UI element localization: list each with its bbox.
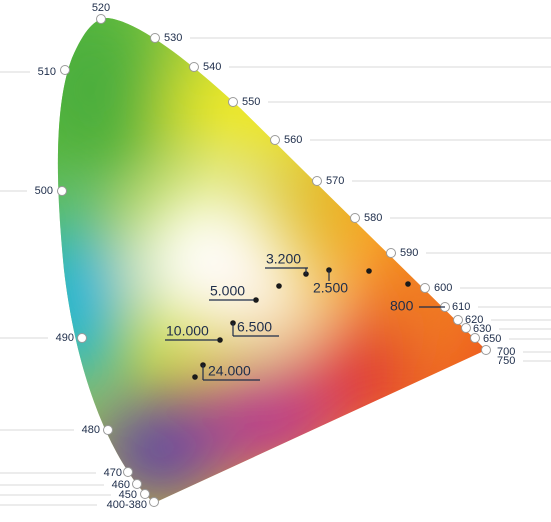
wavelength-point <box>150 33 160 43</box>
wavelength-label: 540 <box>203 61 221 73</box>
wavelength-label: 530 <box>164 32 182 44</box>
wavelength-label: 470 <box>104 467 122 479</box>
wavelength-label: 400-380 <box>107 499 147 511</box>
wavelength-point <box>270 135 280 145</box>
planckian-point <box>192 374 198 380</box>
wavelength-point <box>350 213 360 223</box>
wavelength-point <box>386 248 396 258</box>
wavelength-point <box>60 65 70 75</box>
temperature-label: 24.000 <box>208 363 251 379</box>
wavelength-point <box>103 425 113 435</box>
wavelength-point <box>481 345 491 355</box>
wavelength-point <box>132 479 142 489</box>
wavelength-label: 590 <box>400 247 418 259</box>
temperature-label: 5.000 <box>210 283 245 299</box>
wavelength-label: 490 <box>56 332 74 344</box>
wavelength-point <box>461 323 471 333</box>
wavelength-point <box>77 333 87 343</box>
wavelength-label: 450 <box>119 489 137 501</box>
wavelength-label: 600 <box>434 282 452 294</box>
wavelength-label: 650 <box>483 333 501 345</box>
wavelength-point <box>123 467 133 477</box>
wavelength-point <box>57 186 67 196</box>
wavelength-label: 750 <box>497 355 515 367</box>
wavelength-point <box>228 97 238 107</box>
wavelength-point <box>312 176 322 186</box>
wavelength-point <box>96 14 106 24</box>
wavelength-label: 550 <box>242 96 260 108</box>
wavelength-point <box>140 489 150 499</box>
temperature-label: 800 <box>390 298 414 314</box>
temperature-label: 3.200 <box>266 251 301 267</box>
planckian-point <box>276 283 282 289</box>
wavelength-label: 480 <box>82 424 100 436</box>
wavelength-label: 500 <box>35 185 53 197</box>
temperature-label: 6.500 <box>237 319 272 335</box>
wavelength-point <box>149 497 159 507</box>
wavelength-point <box>189 62 199 72</box>
wavelength-point <box>420 283 430 293</box>
wavelength-point <box>470 333 480 343</box>
wavelength-label: 560 <box>284 134 302 146</box>
wavelength-label: 570 <box>326 175 344 187</box>
wavelength-markers: 5205305405505605705805906006106206306507… <box>0 2 551 511</box>
temperature-label: 10.000 <box>166 323 209 339</box>
planckian-point <box>253 297 259 303</box>
planckian-point <box>217 337 223 343</box>
wavelength-label: 510 <box>38 66 56 78</box>
wavelength-label: 460 <box>112 479 130 491</box>
temperature-markers: 3.200 2.500 5.000 6.500 10.000 24.000 800 <box>165 251 445 381</box>
planckian-point <box>366 268 372 274</box>
wavelength-label: 520 <box>92 2 110 14</box>
wavelength-label: 620 <box>465 314 483 326</box>
wavelength-label: 580 <box>364 212 382 224</box>
wavelength-label: 630 <box>473 323 491 335</box>
temperature-label: 2.500 <box>313 280 348 296</box>
wavelength-label: 610 <box>452 301 470 313</box>
wavelength-point <box>453 315 463 325</box>
wavelength-label: 700 <box>497 346 515 358</box>
planckian-point <box>405 281 411 287</box>
